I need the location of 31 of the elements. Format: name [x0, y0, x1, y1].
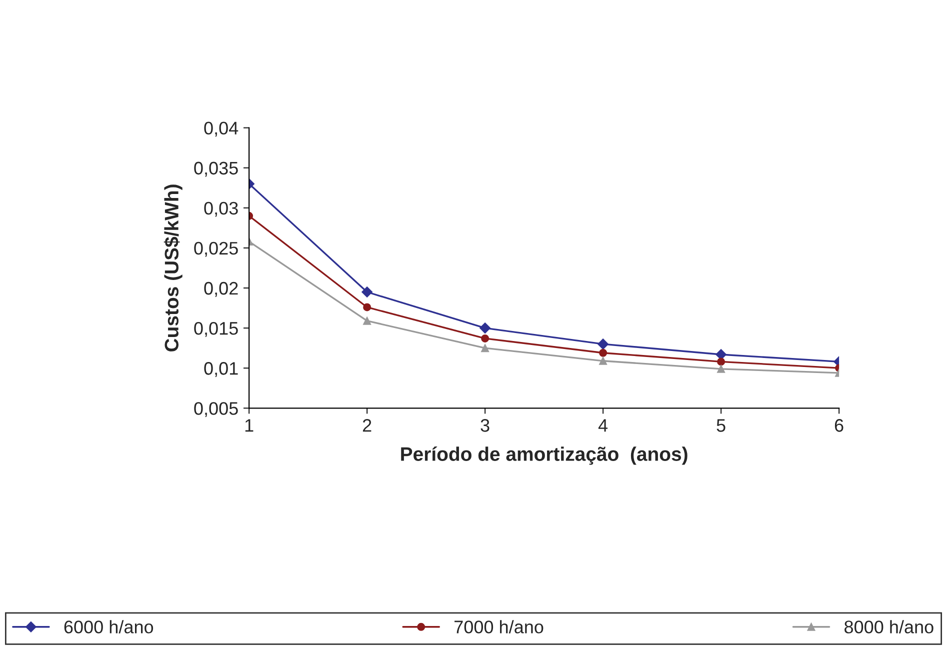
x-tick-label: 6 — [834, 419, 844, 432]
x-tick-label: 3 — [480, 419, 490, 432]
x-tick-label: 5 — [716, 419, 726, 432]
y-tick-label: 0,02 — [204, 282, 238, 297]
x-tick-label: 1 — [245, 419, 254, 432]
legend-label: 8000 h/ano — [844, 620, 934, 634]
point — [598, 338, 608, 350]
point — [599, 348, 608, 357]
x-tick-label: 2 — [362, 419, 372, 432]
y-tick-label: 0,03 — [204, 202, 238, 217]
y-tick-label: 0,015 — [194, 322, 238, 337]
point — [481, 334, 490, 342]
y-tick-label: 0,005 — [194, 402, 238, 418]
legend-label: 6000 h/ano — [64, 620, 154, 634]
point — [480, 322, 490, 334]
point — [717, 364, 726, 373]
y-tick-label: 0,035 — [194, 162, 238, 177]
point — [599, 356, 608, 365]
point — [481, 344, 490, 352]
point — [363, 303, 372, 312]
y-tick-label: 0,025 — [194, 242, 238, 257]
point — [717, 358, 726, 366]
x-tick-label: 4 — [598, 419, 608, 432]
y-axis-title: Custos (US$/kWh) — [164, 184, 182, 352]
point — [716, 349, 726, 360]
y-tick-label: 0,04 — [204, 122, 238, 137]
point — [362, 286, 372, 298]
point — [363, 316, 372, 325]
x-axis-title: Período de amortização (anos) — [401, 446, 688, 465]
legend-label: 7000 h/ano — [454, 620, 544, 634]
y-tick-label: 0,01 — [204, 362, 238, 377]
